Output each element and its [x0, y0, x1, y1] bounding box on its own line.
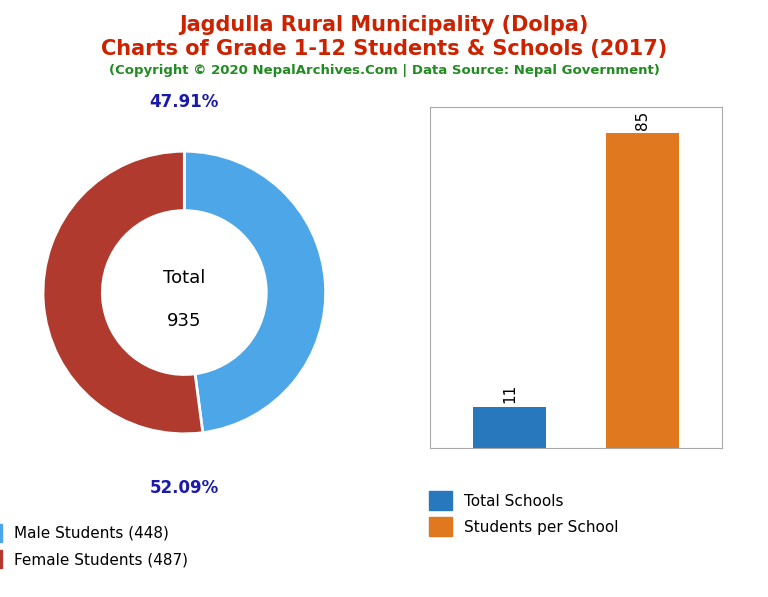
Text: 85: 85 — [635, 110, 650, 130]
Text: 935: 935 — [167, 312, 201, 330]
Text: 47.91%: 47.91% — [150, 93, 219, 111]
Text: (Copyright © 2020 NepalArchives.Com | Data Source: Nepal Government): (Copyright © 2020 NepalArchives.Com | Da… — [108, 64, 660, 77]
Text: Jagdulla Rural Municipality (Dolpa): Jagdulla Rural Municipality (Dolpa) — [179, 15, 589, 35]
Bar — [473, 407, 546, 448]
Bar — [606, 133, 679, 448]
Legend: Total Schools, Students per School: Total Schools, Students per School — [423, 485, 625, 542]
Text: Charts of Grade 1-12 Students & Schools (2017): Charts of Grade 1-12 Students & Schools … — [101, 39, 667, 59]
Wedge shape — [43, 151, 203, 434]
Wedge shape — [184, 151, 326, 433]
Legend: Male Students (448), Female Students (487): Male Students (448), Female Students (48… — [0, 518, 194, 574]
Text: 52.09%: 52.09% — [150, 479, 219, 497]
Text: 11: 11 — [502, 384, 517, 404]
Text: Total: Total — [163, 269, 206, 287]
